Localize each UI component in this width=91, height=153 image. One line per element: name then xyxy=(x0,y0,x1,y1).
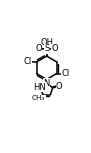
Text: O: O xyxy=(35,44,42,53)
Text: Cl: Cl xyxy=(24,57,32,66)
Text: O: O xyxy=(56,82,63,91)
Text: OH: OH xyxy=(40,38,53,47)
Text: O: O xyxy=(51,44,58,53)
Text: N: N xyxy=(43,79,50,88)
Text: Cl: Cl xyxy=(61,69,70,78)
Text: CH₃: CH₃ xyxy=(32,95,45,101)
Text: HN: HN xyxy=(33,83,46,92)
Text: S: S xyxy=(44,44,49,53)
